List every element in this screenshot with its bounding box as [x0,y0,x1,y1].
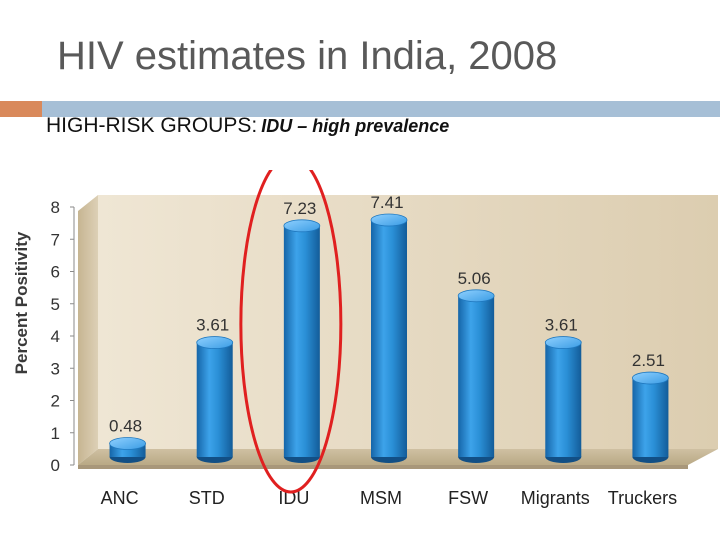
bar-cap [632,371,669,385]
x-tick-label-std: STD [189,488,225,508]
y-tick-label: 6 [51,263,60,282]
bar-cap [196,336,234,349]
bar-cap [283,219,321,233]
bar-body [458,295,495,457]
bar-idu [283,219,321,463]
y-tick-label: 3 [51,359,60,378]
bar-anc [109,437,146,463]
data-label-truckers: 2.51 [632,351,665,370]
y-tick-label: 2 [51,392,60,411]
bar-std [196,336,234,463]
y-tick-label: 5 [51,295,60,314]
title-accent-bar-orange [0,101,42,117]
x-tick-label-msm: MSM [360,488,402,508]
bar-cap [457,289,495,303]
x-tick-label-fsw: FSW [448,488,488,508]
data-label-migrants: 3.61 [545,316,578,335]
y-tick-label: 4 [51,327,60,346]
y-tick-label: 0 [51,456,60,475]
plot-floor-edge [78,465,688,469]
y-tick-label: 1 [51,424,60,443]
bar-truckers [632,371,669,463]
plot-side-wall [78,195,98,465]
x-tick-label-migrants: Migrants [521,488,590,508]
slide-title: HIV estimates in India, 2008 [57,34,558,78]
bar-body [545,342,582,457]
x-tick-label-idu: IDU [278,488,309,508]
x-tick-label-anc: ANC [101,488,139,508]
y-tick-label: 8 [51,198,60,217]
subtitle: HIGH-RISK GROUPS: IDU – high prevalence [46,114,449,138]
bar-body [196,342,233,457]
bar-cap [370,213,408,227]
x-tick-label-truckers: Truckers [608,488,677,508]
title-accent-bar-blue [42,101,720,117]
data-label-anc: 0.48 [109,417,142,436]
bar-migrants [544,336,582,463]
bar-body [371,220,407,457]
subtitle-main: HIGH-RISK GROUPS: [46,114,258,137]
bar-msm [370,213,408,463]
data-label-msm: 7.41 [370,193,403,212]
bar-cap [544,336,582,349]
highlight-ellipse [239,170,343,494]
data-label-idu: 7.23 [283,199,316,218]
data-label-fsw: 5.06 [458,269,491,288]
y-tick-label: 7 [51,230,60,249]
y-axis-label: Percent Positivity [12,231,31,374]
bar-cap [109,437,146,450]
bar-fsw [457,289,495,463]
data-label-std: 3.61 [196,316,229,335]
bar-body [283,225,320,457]
bar-body [632,378,669,457]
subtitle-emphasis: IDU – high prevalence [261,116,450,136]
plot-back-wall [98,195,718,449]
bar-chart: 0 1 2 3 4 5 6 7 8 0.48 ANC 3.61 STD 7.23 IDU 7.41 MSM 5.… [12,170,718,508]
